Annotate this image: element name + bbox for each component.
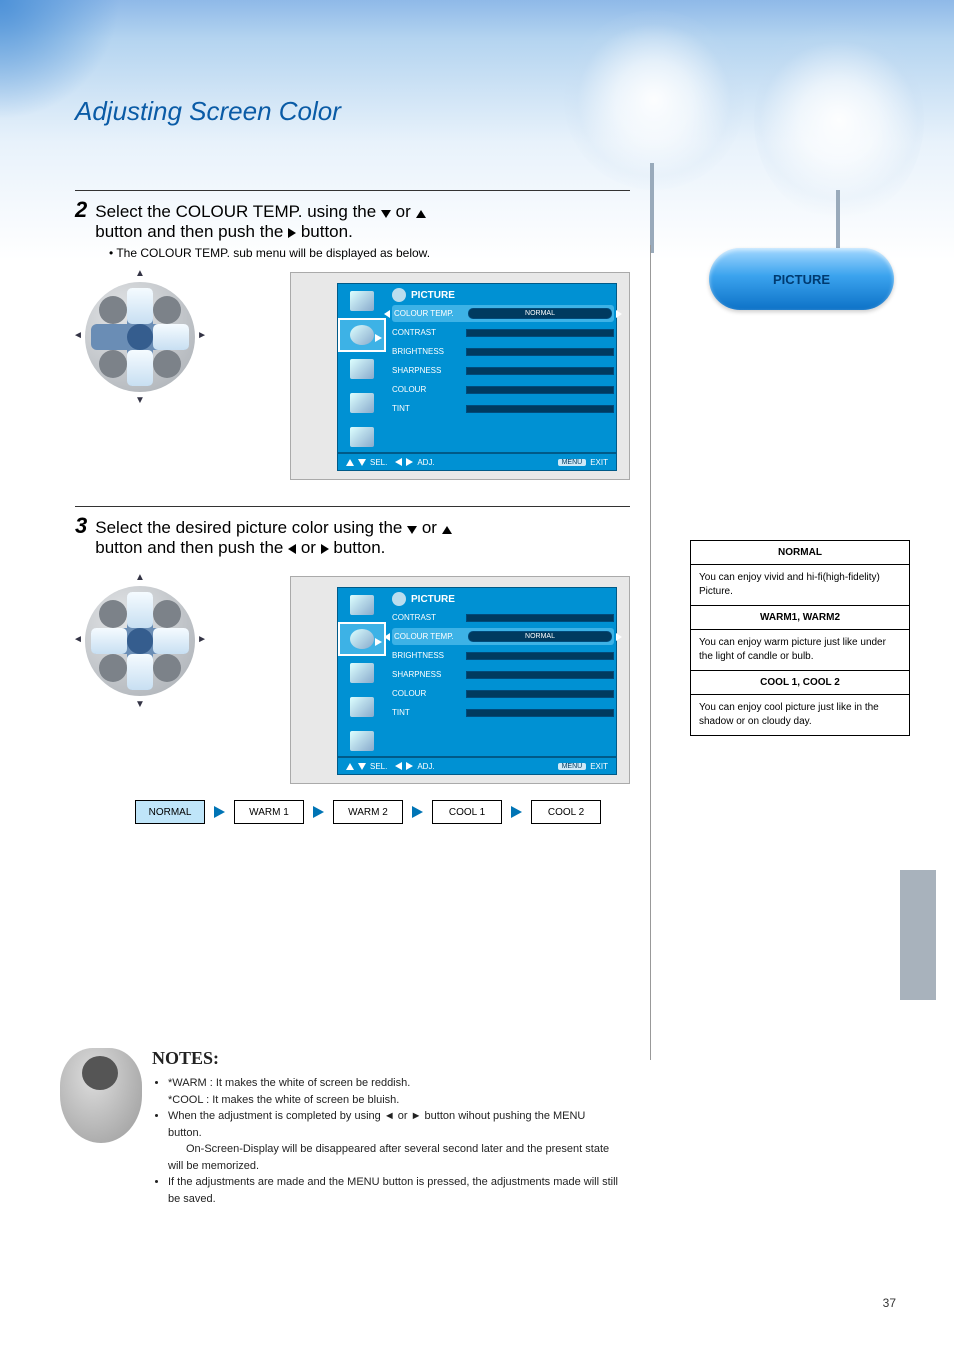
flow-warm1: WARM 1 — [234, 800, 304, 824]
notes-block: NOTES: *WARM : It makes the white of scr… — [60, 1048, 620, 1207]
osd-menu-title: PICTURE — [392, 288, 614, 302]
osd-row-colourtemp: COLOUR TEMP.NORMAL — [392, 305, 614, 322]
step2-text-a: Select the COLOUR TEMP. using the — [95, 202, 381, 221]
page-number: 37 — [883, 1296, 896, 1310]
osd-icon-install — [338, 420, 386, 454]
osd-row-colour: COLOUR — [392, 381, 614, 398]
feature-desc-normal: You can enjoy vivid and hi-fi(high-fidel… — [691, 565, 909, 606]
up-arrow-icon — [442, 526, 452, 534]
note-item: If the adjustments are made and the MENU… — [168, 1174, 620, 1207]
step2-number: 2 — [75, 197, 87, 223]
mascot-icon — [60, 1048, 142, 1143]
step3-text-a: Select the desired picture color using t… — [95, 518, 407, 537]
step2-text-d: button. — [301, 222, 353, 241]
osd-icon-sound — [338, 352, 386, 386]
osd-icon-install — [338, 724, 386, 758]
osd-menu-title: PICTURE — [392, 592, 614, 606]
page-title: Adjusting Screen Color — [75, 96, 341, 127]
osd-row-colourtemp-hl: COLOUR TEMP.NORMAL — [392, 628, 614, 645]
osd-screenshot-step3: PICTURE CONTRAST COLOUR TEMP.NORMAL BRIG… — [290, 576, 630, 784]
dandelion-graphic-2 — [754, 20, 924, 220]
osd-footer: SEL. ADJ. MENUEXIT — [337, 757, 617, 775]
dpad-step2: ▲▼◄► — [75, 268, 205, 480]
osd-menu-column: PICTURE COLOUR TEMP.NORMAL CONTRAST BRIG… — [392, 288, 614, 419]
section-pill-label: PICTURE — [773, 272, 830, 287]
right-arrow-icon — [288, 228, 296, 238]
step2-body: ▲▼◄► PICTURE COLOUR TEMP.NORMAL CONTRAST… — [75, 268, 630, 480]
osd-row-sharpness: SHARPNESS — [392, 362, 614, 379]
osd-icon-column — [338, 588, 386, 758]
step2-text-b: or — [396, 202, 416, 221]
feature-desc-warm: You can enjoy warm picture just like und… — [691, 630, 909, 671]
osd-screenshot-step2: PICTURE COLOUR TEMP.NORMAL CONTRAST BRIG… — [290, 272, 630, 480]
osd-icon-sound — [338, 656, 386, 690]
osd-row-brightness: BRIGHTNESS — [392, 647, 614, 664]
step2-heading: 2 Select the COLOUR TEMP. using the or b… — [75, 190, 630, 248]
up-arrow-icon — [416, 210, 426, 218]
step3-text-c: button and then push the — [95, 538, 288, 557]
page-tab — [900, 870, 936, 1000]
colour-temp-flow: NORMAL WARM 1 WARM 2 COOL 1 COOL 2 — [135, 800, 630, 824]
feature-table: NORMAL You can enjoy vivid and hi-fi(hig… — [690, 540, 910, 736]
flow-normal: NORMAL — [135, 800, 205, 824]
osd-icon-input — [338, 588, 386, 622]
osd-menu-column: PICTURE CONTRAST COLOUR TEMP.NORMAL BRIG… — [392, 592, 614, 723]
flow-cool2: COOL 2 — [531, 800, 601, 824]
flow-cool1: COOL 1 — [432, 800, 502, 824]
osd-icon-picture-selected — [338, 318, 386, 352]
chevron-right-icon — [375, 638, 382, 646]
vertical-divider — [650, 245, 651, 1060]
arrow-right-icon — [511, 806, 522, 818]
arrow-right-icon — [412, 806, 423, 818]
osd-row-colour: COLOUR — [392, 685, 614, 702]
osd-icon-feature — [338, 690, 386, 724]
osd-icon-input — [338, 284, 386, 318]
osd-icon-column — [338, 284, 386, 454]
osd-row-contrast: CONTRAST — [392, 324, 614, 341]
step3-text-e: button. — [333, 538, 385, 557]
osd-footer: SEL. ADJ. MENUEXIT — [337, 453, 617, 471]
down-arrow-icon — [381, 210, 391, 218]
step3-text-d: or — [301, 538, 321, 557]
step3-text-b: or — [422, 518, 442, 537]
osd-row-contrast-pre: CONTRAST — [392, 609, 614, 626]
chevron-right-icon — [375, 334, 382, 342]
notes-list: *WARM : It makes the white of screen be … — [152, 1075, 620, 1207]
down-arrow-icon — [407, 526, 417, 534]
arrow-right-icon — [313, 806, 324, 818]
osd-row-brightness: BRIGHTNESS — [392, 343, 614, 360]
osd-row-sharpness: SHARPNESS — [392, 666, 614, 683]
flow-warm2: WARM 2 — [333, 800, 403, 824]
step3-heading: 3 Select the desired picture color using… — [75, 506, 630, 564]
step3-number: 3 — [75, 513, 87, 539]
dandelion-graphic-1 — [564, 10, 744, 190]
dpad-step3: ▲▼◄► — [75, 572, 205, 784]
left-arrow-icon — [288, 544, 296, 554]
step3-body: ▲▼◄► PICTURE CONTRAST COLOUR TEMP.NORMAL… — [75, 572, 630, 784]
arrow-right-icon — [214, 806, 225, 818]
osd-row-tint: TINT — [392, 704, 614, 721]
osd-row-tint: TINT — [392, 400, 614, 417]
right-arrow-icon — [321, 544, 329, 554]
feature-title-normal: NORMAL — [691, 541, 909, 565]
note-item: When the adjustment is completed by usin… — [168, 1108, 620, 1174]
main-content: 2 Select the COLOUR TEMP. using the or b… — [75, 190, 630, 824]
section-pill: PICTURE — [709, 248, 894, 310]
step2-sub: • The COLOUR TEMP. sub menu will be disp… — [109, 246, 630, 260]
notes-title: NOTES: — [152, 1048, 620, 1069]
feature-title-warm: WARM1, WARM2 — [691, 606, 909, 630]
osd-icon-feature — [338, 386, 386, 420]
feature-title-cool: COOL 1, COOL 2 — [691, 671, 909, 695]
note-item: *WARM : It makes the white of screen be … — [168, 1075, 620, 1108]
feature-desc-cool: You can enjoy cool picture just like in … — [691, 695, 909, 735]
osd-icon-picture-selected — [338, 622, 386, 656]
step2-text-c: button and then push the — [95, 222, 288, 241]
